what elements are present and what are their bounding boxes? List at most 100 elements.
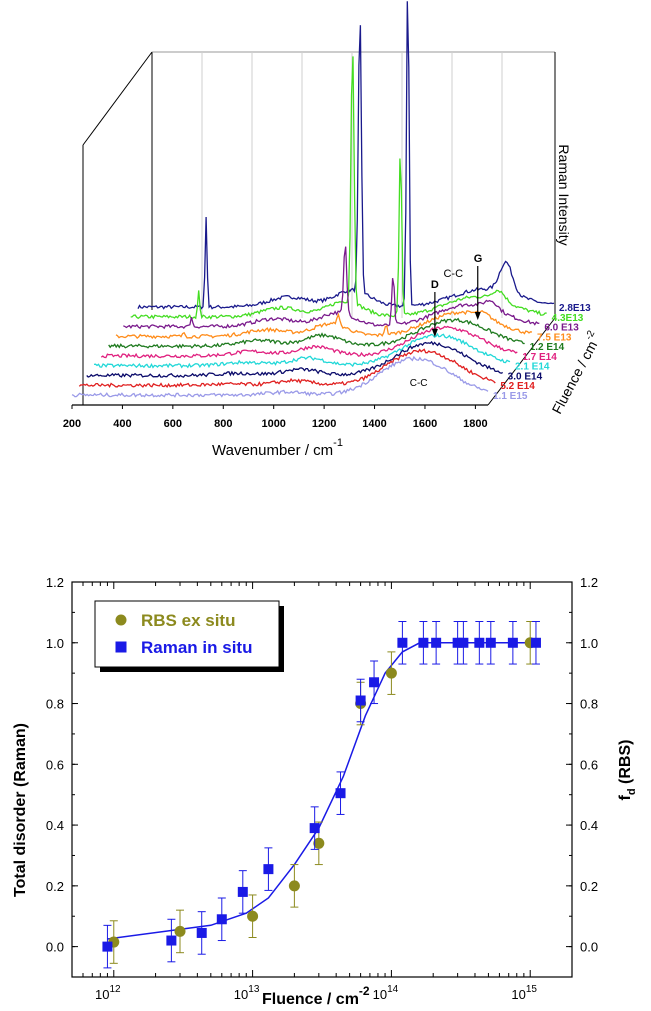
series-label: 3.0 E14 — [508, 371, 543, 382]
raman-point — [418, 637, 429, 648]
x-tick-label: 1012 — [95, 984, 121, 1002]
series-label: 1.2 E14 — [530, 342, 565, 353]
waterfall-y-axis-label: Raman Intensity — [556, 144, 572, 245]
x-tick-label: 1000 — [261, 418, 285, 430]
x-tick-label: 600 — [164, 418, 182, 430]
raman-point — [452, 637, 463, 648]
arrowhead-g — [474, 312, 481, 320]
spectrum-line-2.1E14 — [93, 332, 511, 369]
legend-marker-raman — [115, 641, 127, 653]
legend-label-rbs: RBS ex situ — [141, 611, 235, 630]
series-label: 4.3E13 — [552, 313, 584, 324]
raman-point — [102, 941, 113, 952]
x-tick-label: 1800 — [463, 418, 487, 430]
raman-point — [335, 788, 346, 799]
series-label: 6.0 E13 — [544, 323, 579, 334]
legend: RBS ex situ Raman in situ — [94, 600, 284, 672]
x-tick-label: 1400 — [362, 418, 386, 430]
series-label: 2.8E13 — [559, 303, 591, 314]
rbs-point — [313, 837, 325, 849]
waterfall-x-axis-label: Wavenumber / cm-1 — [212, 437, 343, 459]
annotation-g: G — [474, 253, 483, 265]
raman-point — [485, 637, 496, 648]
x-tick-label: 800 — [214, 418, 232, 430]
x-tick-label: 1014 — [373, 984, 399, 1002]
raman-point — [196, 927, 207, 938]
waterfall-x-ticks: 200 400 600 800 1000 1200 1400 1600 1800 — [63, 405, 488, 430]
scatter-points — [102, 621, 541, 969]
scatter-axes — [71, 581, 573, 978]
fit-line-group — [107, 642, 536, 940]
raman-point — [355, 695, 366, 706]
y-tick-label-left: 0.8 — [46, 697, 64, 712]
raman-point — [309, 823, 320, 834]
raman-point — [263, 864, 274, 875]
disorder-vs-fluence-chart: 0.0 0.0 0.2 0.2 0.4 0.4 0.6 0.6 0.8 0.8 1.0 1.0 1.2 1… — [12, 575, 638, 1008]
depth-axis-line — [487, 317, 556, 406]
y-tick-label-left: 0.0 — [46, 940, 64, 955]
annotation-cc-bottom: C-C — [410, 378, 428, 389]
raman-point — [507, 637, 518, 648]
spectrum-line-1.1E15 — [71, 355, 489, 398]
raman-point — [397, 637, 408, 648]
fit-line — [107, 642, 536, 940]
rbs-point — [385, 667, 397, 679]
waterfall-frame — [72, 51, 556, 406]
x-tick-label: 1600 — [413, 418, 437, 430]
x-tick-label: 1015 — [511, 984, 537, 1002]
raman-point — [216, 914, 227, 925]
rbs-point — [174, 925, 186, 937]
spectrum-line-4.3E13 — [130, 56, 547, 320]
side-top-edge — [82, 51, 153, 146]
y-tick-label-right: 1.2 — [580, 575, 598, 590]
y-tick-label-right: 0.0 — [580, 940, 598, 955]
spectrum-line-6.0E13 — [123, 246, 540, 330]
raman-point — [458, 637, 469, 648]
series-label: 1.7 E14 — [522, 352, 557, 363]
x-tick-label: 400 — [113, 418, 131, 430]
spectrum-line-7.5E13 — [115, 310, 533, 340]
series-label: 7.5 E13 — [537, 332, 572, 343]
raman-point — [431, 637, 442, 648]
y-tick-label-right: 0.2 — [580, 879, 598, 894]
raman-point — [369, 677, 380, 688]
arrowhead-d — [431, 329, 438, 337]
rbs-point — [288, 880, 300, 892]
y-tick-label-left: 0.4 — [46, 818, 64, 833]
rbs-point — [247, 910, 259, 922]
y-tick-label-left: 0.6 — [46, 757, 64, 772]
plot-frame — [71, 581, 573, 978]
raman-point — [530, 637, 541, 648]
waterfall-annotations: D C-C G C-C — [410, 253, 483, 389]
series-label: 5.2 E14 — [500, 381, 535, 392]
raman-point — [166, 935, 177, 946]
y-tick-label-left: 1.0 — [46, 636, 64, 651]
y-tick-label-right: 0.6 — [580, 757, 598, 772]
y-tick-label-left: 0.2 — [46, 879, 64, 894]
y-tick-label-left: 1.2 — [46, 575, 64, 590]
raman-point — [237, 886, 248, 897]
spectrum-line-3.0E14 — [86, 340, 503, 378]
legend-box — [94, 600, 280, 668]
scatter-y-axis-label: Total disorder (Raman) — [12, 723, 29, 897]
annotation-cc-top: C-C — [443, 268, 463, 280]
scatter-x-axis-label: Fluence / cm-2 — [262, 984, 370, 1008]
y-tick-label-right: 0.4 — [580, 818, 598, 833]
y-tick-label-right: 0.8 — [580, 697, 598, 712]
spectrum-line-1.7E14 — [100, 325, 518, 359]
spectrum-line-2.8E13 — [137, 1, 555, 310]
legend-marker-rbs — [115, 614, 127, 626]
x-tick-label: 1013 — [234, 984, 260, 1002]
spectrum-line-1.2E14 — [108, 317, 525, 349]
y-tick-label-right: 1.0 — [580, 636, 598, 651]
series-label: 1.1 E15 — [493, 391, 528, 402]
scatter-y2-axis-label: fd (RBS) — [617, 740, 638, 801]
series-label: 2.1 E14 — [515, 362, 550, 373]
raman-point — [474, 637, 485, 648]
x-tick-label: 200 — [63, 418, 81, 430]
legend-label-raman: Raman in situ — [141, 638, 252, 657]
annotation-d: D — [431, 279, 439, 291]
scatter-ticks: 0.0 0.0 0.2 0.2 0.4 0.4 0.6 0.6 0.8 0.8 1.0 1.0 1.2 1… — [46, 575, 598, 1002]
